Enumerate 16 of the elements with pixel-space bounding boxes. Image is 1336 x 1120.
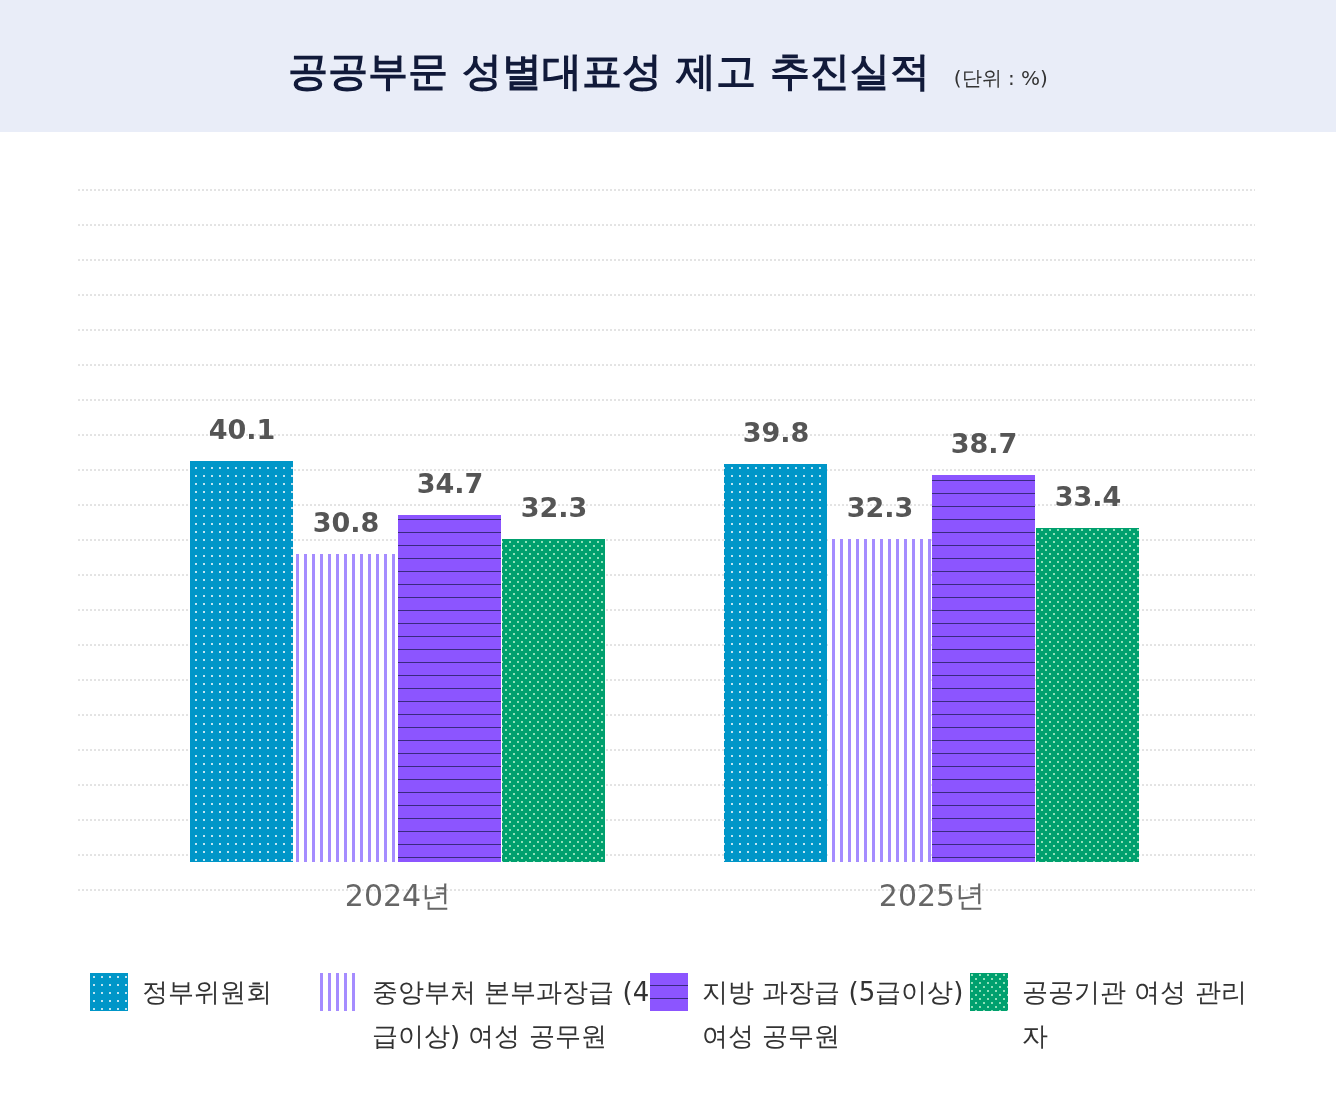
x-tick-label: 2024년 bbox=[344, 878, 452, 913]
chart-title: 공공부문 성별대표성 제고 추진실적 bbox=[288, 48, 930, 94]
data-label: 39.8 bbox=[742, 417, 810, 448]
x-tick-label: 2025년 bbox=[878, 878, 986, 913]
data-label: 34.7 bbox=[416, 468, 484, 499]
legend-label: 지방 과장급 (5급이상) 여성 공무원 bbox=[702, 976, 965, 1053]
data-label: 32.3 bbox=[520, 492, 588, 523]
legend-label: 공공기관 여성 관리자 bbox=[1022, 976, 1248, 1053]
data-label: 38.7 bbox=[950, 428, 1018, 459]
data-label: 33.4 bbox=[1054, 481, 1122, 512]
data-label: 40.1 bbox=[208, 414, 276, 445]
legend-label: 정부위원회 bbox=[142, 976, 272, 1009]
chart-subtitle: (단위 : %) bbox=[953, 66, 1048, 90]
data-label: 30.8 bbox=[312, 507, 380, 538]
data-label: 32.3 bbox=[846, 492, 914, 523]
legend-label: 중앙부처 본부과장급 (4급이상) 여성 공무원 bbox=[372, 976, 650, 1053]
